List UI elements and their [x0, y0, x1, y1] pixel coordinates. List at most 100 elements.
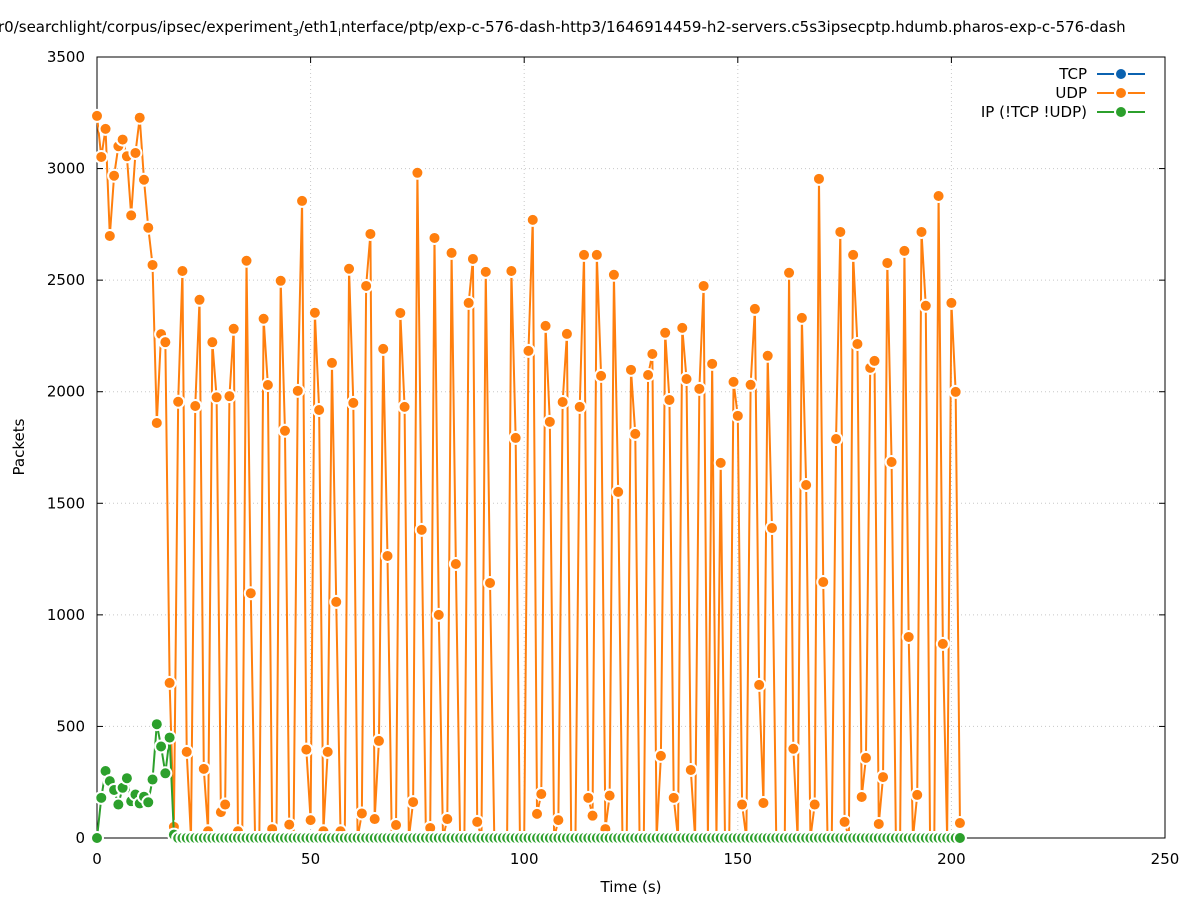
data-point	[175, 263, 190, 278]
data-point	[102, 228, 117, 243]
data-point	[752, 677, 767, 692]
data-point	[846, 247, 861, 262]
data-point	[799, 477, 814, 492]
data-point	[141, 220, 156, 235]
data-point	[448, 556, 463, 571]
data-point	[555, 394, 570, 409]
x-tick-label: 250	[1151, 850, 1180, 868]
data-point	[867, 353, 882, 368]
data-point	[572, 399, 587, 414]
data-point	[483, 575, 498, 590]
legend-marker	[1114, 86, 1128, 100]
data-point	[897, 243, 912, 258]
data-point	[440, 812, 455, 827]
data-point	[367, 812, 382, 827]
data-point	[162, 730, 177, 745]
data-point	[222, 389, 237, 404]
data-point	[397, 399, 412, 414]
data-point	[594, 368, 609, 383]
data-point	[696, 278, 711, 293]
data-point	[551, 813, 566, 828]
data-point	[589, 247, 604, 262]
x-axis-label: Time (s)	[600, 878, 662, 896]
data-point	[406, 795, 421, 810]
data-point	[628, 426, 643, 441]
data-point	[371, 733, 386, 748]
data-point	[149, 415, 164, 430]
data-point	[786, 741, 801, 756]
data-point	[743, 377, 758, 392]
data-point	[559, 326, 574, 341]
data-point	[538, 318, 553, 333]
data-point	[658, 325, 673, 340]
legend-marker	[1114, 67, 1128, 81]
data-point	[136, 172, 151, 187]
data-point	[901, 629, 916, 644]
data-point	[124, 208, 139, 223]
y-tick-label: 500	[56, 717, 85, 735]
legend-marker	[1114, 105, 1128, 119]
data-point	[119, 771, 134, 786]
data-point	[675, 320, 690, 335]
x-tick-label: 150	[723, 850, 752, 868]
data-point	[525, 212, 540, 227]
data-point	[747, 301, 762, 316]
data-point	[611, 484, 626, 499]
data-point	[871, 816, 886, 831]
data-point	[290, 383, 305, 398]
data-point	[854, 789, 869, 804]
data-point	[837, 814, 852, 829]
data-point	[624, 362, 638, 377]
data-point	[141, 795, 156, 810]
data-point	[179, 744, 194, 759]
data-point	[295, 193, 310, 208]
data-point	[948, 384, 963, 399]
data-point	[585, 808, 600, 823]
data-point	[410, 165, 425, 180]
data-point	[205, 335, 220, 350]
data-point	[829, 432, 844, 447]
data-point	[602, 788, 617, 803]
data-point	[329, 594, 344, 609]
y-axis-label: Packets	[10, 418, 28, 475]
data-point	[850, 336, 865, 351]
data-point	[380, 548, 395, 563]
data-point	[303, 813, 318, 828]
data-point	[931, 189, 946, 204]
data-point	[414, 522, 429, 537]
data-point	[243, 586, 258, 601]
y-tick-label: 2500	[47, 271, 85, 289]
data-point	[256, 311, 271, 326]
series-layer	[90, 108, 967, 845]
y-tick-label: 3000	[47, 160, 85, 178]
data-point	[918, 298, 933, 313]
data-point	[581, 790, 596, 805]
x-tick-label: 0	[92, 850, 102, 868]
y-tick-label: 1000	[47, 606, 85, 624]
data-point	[521, 343, 536, 358]
legend-label: IP (!TCP !UDP)	[981, 103, 1087, 121]
data-point	[145, 257, 160, 272]
data-point	[218, 797, 233, 812]
data-point	[324, 355, 339, 370]
data-point	[98, 121, 113, 136]
data-point	[692, 381, 707, 396]
data-point	[782, 265, 797, 280]
data-point	[944, 295, 959, 310]
data-point	[645, 347, 660, 362]
data-point	[641, 367, 656, 382]
data-point	[876, 770, 891, 785]
data-point	[542, 414, 557, 429]
data-point	[158, 766, 173, 781]
x-tick-label: 100	[510, 850, 539, 868]
data-point	[149, 717, 164, 732]
data-point	[534, 787, 549, 802]
data-point	[363, 226, 378, 241]
data-point	[94, 149, 109, 164]
data-point	[858, 750, 873, 765]
data-point	[162, 675, 177, 690]
data-point	[935, 636, 950, 651]
data-point	[158, 335, 173, 350]
